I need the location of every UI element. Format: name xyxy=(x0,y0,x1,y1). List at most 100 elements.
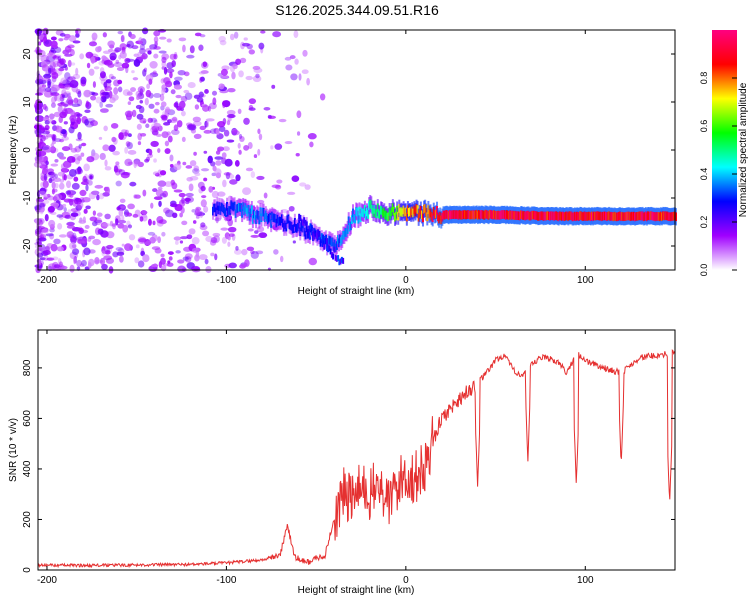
spectrogram-cell xyxy=(139,100,144,104)
spectrogram-cell xyxy=(124,146,129,154)
spectrogram-cell xyxy=(383,207,386,217)
spectrogram-cell xyxy=(49,146,57,154)
spectrogram-cell xyxy=(420,210,423,220)
spectrogram-cell xyxy=(37,245,43,252)
spectrogram-cell xyxy=(181,220,188,226)
spectrogram-cell xyxy=(409,207,412,217)
spectrogram-cell xyxy=(444,210,447,219)
x-tick-label: -100 xyxy=(216,575,236,586)
spectrogram-cell xyxy=(327,246,330,253)
spectrogram-cell xyxy=(437,212,440,222)
spectrogram-cell xyxy=(151,130,159,136)
spectrogram-cell xyxy=(171,60,176,68)
spectrogram-cell xyxy=(442,210,445,220)
spectrogram-cell xyxy=(90,56,96,64)
spectrogram-cell xyxy=(60,167,69,173)
spectrogram-cell xyxy=(250,171,256,179)
spectrogram-cell xyxy=(56,93,63,102)
spectrogram-cell xyxy=(345,228,348,238)
spectrogram-cell xyxy=(79,189,87,197)
spectrogram-cell xyxy=(70,147,78,153)
spectrogram-cell xyxy=(270,145,274,150)
spectrogram-cell xyxy=(193,133,202,140)
spectrogram-cell xyxy=(568,211,571,220)
spectrogram-cell xyxy=(252,209,255,219)
spectrogram-cell xyxy=(175,250,181,254)
spectrogram-cell xyxy=(47,195,55,201)
spectrogram-cell xyxy=(66,231,74,239)
spectrogram-cell xyxy=(257,148,261,156)
spectrogram-cell xyxy=(69,114,77,122)
spectrogram-cell xyxy=(476,211,479,220)
spectrogram-cell xyxy=(144,97,149,106)
spectrogram-cell xyxy=(227,226,237,233)
spectrogram-cell xyxy=(441,212,444,222)
spectrogram-cell xyxy=(51,140,56,145)
spectrogram-cell xyxy=(48,219,56,228)
spectrogram-cell xyxy=(218,83,225,90)
spectrogram-cell xyxy=(184,197,191,202)
spectrogram-cell xyxy=(161,114,168,121)
spectrogram-cell xyxy=(168,256,173,261)
spectrogram-cell xyxy=(367,210,370,219)
spectrogram-cell xyxy=(129,181,137,187)
spectrogram-cell xyxy=(157,186,163,191)
spectrogram-cell xyxy=(381,206,384,215)
spectrogram-cell xyxy=(227,241,231,247)
spectrogram-cell xyxy=(223,129,230,137)
spectrogram-cell xyxy=(278,118,287,123)
spectrogram-cell xyxy=(516,211,519,220)
spectrogram-cell xyxy=(479,210,482,220)
spectrogram-cell xyxy=(177,69,186,76)
spectrogram-cell xyxy=(293,218,296,227)
spectrogram-cell xyxy=(275,218,278,228)
spectrogram-cell xyxy=(167,135,173,143)
spectrogram-cell xyxy=(64,72,71,80)
spectrogram-cell xyxy=(237,202,240,212)
spectrogram-cell xyxy=(434,209,437,219)
spectrogram-cell xyxy=(552,211,555,221)
spectrogram-cell xyxy=(241,209,244,218)
spectrogram-cell xyxy=(50,163,59,167)
spectrogram-cell xyxy=(413,205,416,215)
spectrogram-cell xyxy=(132,77,139,81)
spectrogram-cell xyxy=(150,140,159,147)
spectrogram-cell xyxy=(202,61,208,68)
spectrogram-cell xyxy=(629,212,632,222)
spectrogram-cell xyxy=(630,211,633,221)
spectrogram-cell xyxy=(192,220,197,224)
x-tick-label: 100 xyxy=(577,575,594,586)
spectrogram-cell xyxy=(173,124,179,132)
spectrogram-cell xyxy=(390,207,393,217)
spectrogram-cell xyxy=(72,73,81,80)
spectrogram-cell xyxy=(480,210,483,219)
spectrogram-cell xyxy=(315,232,318,239)
spectrogram-cell xyxy=(256,175,265,180)
spectrogram-cell xyxy=(62,49,70,55)
spectrogram-cell xyxy=(241,42,250,47)
spectrogram-cell xyxy=(105,257,115,264)
spectrogram-cell xyxy=(293,30,299,39)
spectrogram-cell xyxy=(487,211,490,220)
spectrogram-cell xyxy=(140,132,147,137)
spectrogram-cell xyxy=(198,44,204,51)
y-tick-label: 600 xyxy=(22,410,33,427)
spectrogram-cell xyxy=(172,212,178,219)
spectrogram-cell xyxy=(65,190,72,195)
spectrogram-cell xyxy=(419,205,422,215)
spectrogram-cell xyxy=(254,211,257,220)
spectrogram-cell xyxy=(113,137,118,145)
spectrogram-cell xyxy=(183,89,190,94)
spectrogram-cell xyxy=(227,207,230,217)
spectrogram-cell xyxy=(583,211,586,221)
spectrogram-cell xyxy=(331,237,334,247)
spectrogram-cell xyxy=(343,231,346,240)
spectrogram-cell xyxy=(260,213,263,223)
spectrogram-cell xyxy=(174,76,183,81)
spectrogram-cell xyxy=(121,62,130,69)
spectrogram-cell xyxy=(121,215,125,223)
spectrogram-cell xyxy=(137,260,145,268)
spectrogram-cell xyxy=(245,167,254,172)
spectrogram-cell xyxy=(262,207,265,217)
spectrogram-cell xyxy=(186,177,193,182)
